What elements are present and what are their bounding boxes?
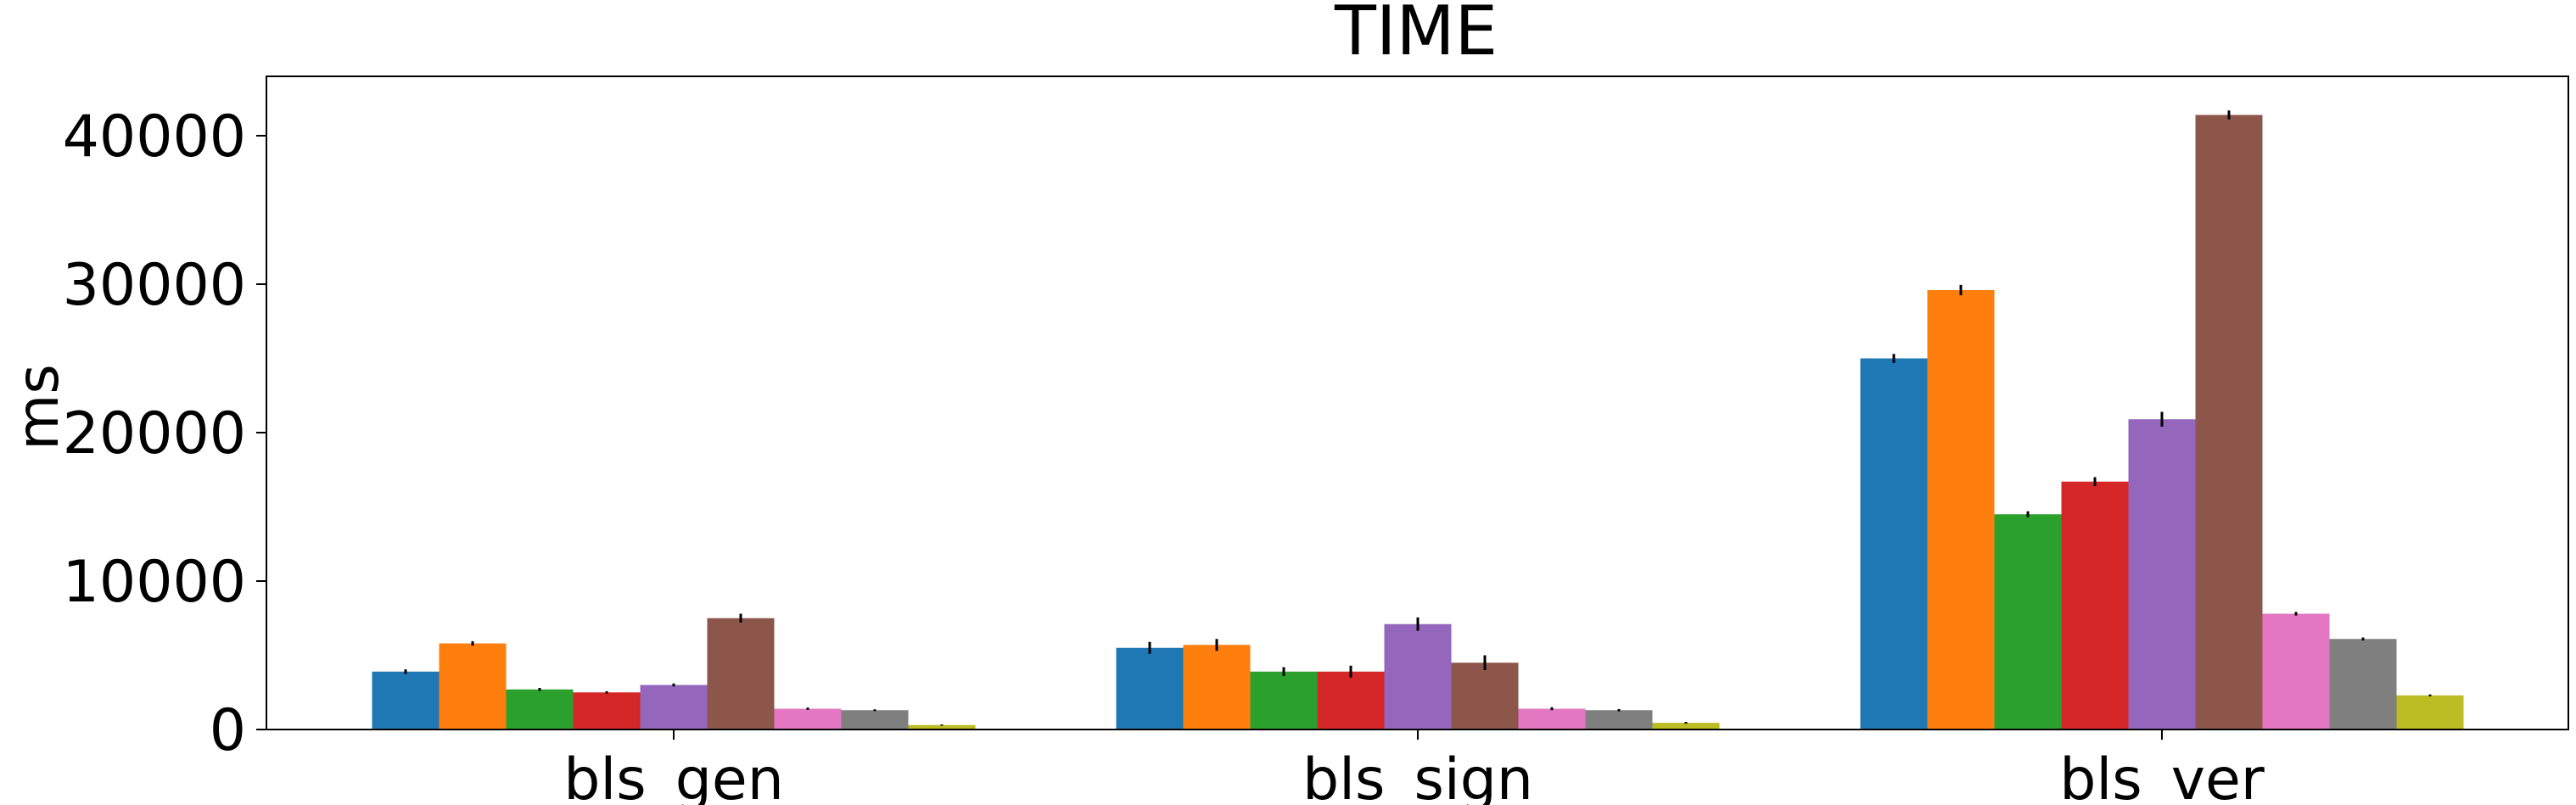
bar-s9-bls-ver bbox=[2396, 695, 2464, 730]
bar-s7-bls-gen bbox=[774, 708, 842, 730]
bar-s5-bls-sign bbox=[1384, 623, 1452, 730]
bar-s7-bls-sign bbox=[1518, 708, 1586, 730]
bar-s2-bls-sign bbox=[1183, 645, 1251, 730]
bars-layer bbox=[372, 115, 2464, 730]
bar-s7-bls-ver bbox=[2262, 613, 2330, 730]
y-axis: 0 10000 20000 30000 40000 bbox=[63, 103, 266, 764]
x-tick-label: bls_gen bbox=[563, 746, 784, 805]
bar-s8-bls-gen bbox=[841, 710, 909, 730]
error-bars-layer bbox=[404, 110, 2432, 726]
x-tick-label: bls_ver bbox=[2059, 746, 2265, 805]
bar-s4-bls-gen bbox=[573, 692, 641, 730]
y-axis-label: ms bbox=[5, 364, 72, 450]
bar-s1-bls-gen bbox=[372, 671, 440, 730]
chart-title: TIME bbox=[1334, 0, 1498, 70]
bar-s3-bls-sign bbox=[1250, 671, 1318, 730]
bar-s9-bls-sign bbox=[1652, 723, 1720, 730]
x-tick-label: bls_sign bbox=[1302, 746, 1533, 805]
bar-s6-bls-sign bbox=[1451, 662, 1519, 730]
bar-s5-bls-gen bbox=[640, 685, 708, 730]
bar-s5-bls-ver bbox=[2128, 419, 2196, 730]
bar-s1-bls-ver bbox=[1860, 358, 1928, 730]
y-tick-label: 40000 bbox=[63, 103, 246, 171]
x-axis: bls_gen bls_sign bls_ver bbox=[563, 730, 2265, 805]
bar-s6-bls-ver bbox=[2195, 115, 2263, 730]
bar-s3-bls-gen bbox=[506, 689, 574, 730]
y-tick-label: 0 bbox=[210, 697, 246, 764]
y-tick-label: 30000 bbox=[63, 252, 246, 319]
bar-s8-bls-sign bbox=[1585, 710, 1653, 730]
bar-s6-bls-gen bbox=[707, 618, 775, 730]
y-tick-label: 10000 bbox=[63, 549, 246, 616]
bar-s3-bls-ver bbox=[1994, 514, 2062, 730]
bar-s2-bls-gen bbox=[439, 643, 507, 730]
y-tick-label: 20000 bbox=[63, 400, 246, 467]
bar-s9-bls-gen bbox=[908, 724, 976, 730]
bar-s4-bls-sign bbox=[1317, 671, 1385, 730]
bar-s1-bls-sign bbox=[1116, 647, 1184, 730]
bar-s8-bls-ver bbox=[2329, 639, 2397, 730]
bar-s4-bls-ver bbox=[2061, 481, 2129, 730]
bar-s2-bls-ver bbox=[1927, 290, 1995, 730]
